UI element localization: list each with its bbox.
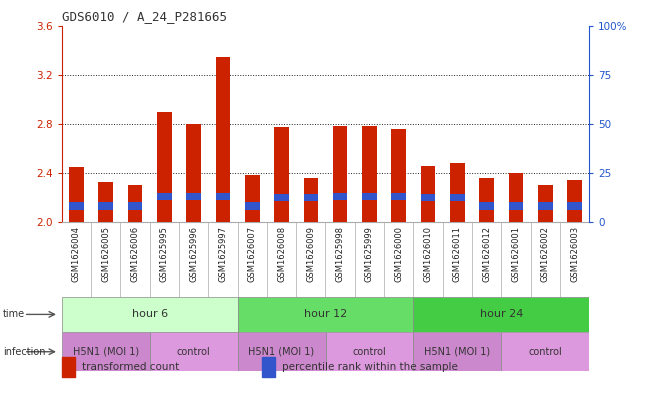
Text: GSM1625996: GSM1625996 — [189, 226, 198, 282]
Bar — [362, 126, 377, 222]
Bar — [421, 165, 436, 222]
Bar — [245, 202, 260, 210]
Bar — [62, 332, 150, 371]
Text: GSM1626001: GSM1626001 — [512, 226, 520, 282]
Bar — [567, 202, 582, 210]
Bar — [567, 180, 582, 222]
Text: GSM1626007: GSM1626007 — [248, 226, 256, 282]
Text: GSM1625995: GSM1625995 — [160, 226, 169, 282]
Text: GSM1626012: GSM1626012 — [482, 226, 491, 282]
Text: GSM1626005: GSM1626005 — [102, 226, 110, 282]
Bar — [450, 194, 465, 201]
Bar — [274, 127, 289, 222]
Text: hour 12: hour 12 — [304, 309, 347, 320]
Text: infection: infection — [3, 347, 46, 357]
Bar — [186, 124, 201, 222]
Bar — [538, 202, 553, 210]
Text: GDS6010 / A_24_P281665: GDS6010 / A_24_P281665 — [62, 10, 227, 23]
Bar — [245, 175, 260, 222]
Bar — [479, 202, 494, 210]
Text: GSM1626003: GSM1626003 — [570, 226, 579, 282]
Text: transformed count: transformed count — [82, 362, 179, 372]
Bar — [157, 112, 172, 222]
Bar — [274, 194, 289, 201]
Text: GSM1625999: GSM1625999 — [365, 226, 374, 282]
Text: percentile rank within the sample: percentile rank within the sample — [283, 362, 458, 372]
Bar — [62, 297, 238, 332]
Bar — [215, 57, 230, 222]
Bar — [262, 357, 275, 377]
Text: GSM1626008: GSM1626008 — [277, 226, 286, 282]
Text: GSM1626009: GSM1626009 — [307, 226, 315, 282]
Text: GSM1626002: GSM1626002 — [541, 226, 549, 282]
Bar — [215, 193, 230, 200]
Bar — [421, 194, 436, 201]
Bar — [157, 193, 172, 200]
Text: hour 24: hour 24 — [480, 309, 523, 320]
Text: GSM1626004: GSM1626004 — [72, 226, 81, 282]
Bar — [62, 357, 75, 377]
Text: GSM1626006: GSM1626006 — [131, 226, 139, 282]
Bar — [303, 178, 318, 222]
Bar — [538, 185, 553, 222]
Bar — [98, 182, 113, 222]
Text: control: control — [353, 347, 386, 357]
Bar — [326, 332, 413, 371]
Bar — [238, 332, 326, 371]
Bar — [501, 332, 589, 371]
Bar — [128, 202, 143, 210]
Bar — [186, 193, 201, 200]
Bar — [333, 126, 348, 222]
Bar — [238, 297, 413, 332]
Bar — [391, 129, 406, 222]
Text: GSM1626010: GSM1626010 — [424, 226, 432, 282]
Text: H5N1 (MOI 1): H5N1 (MOI 1) — [424, 347, 490, 357]
Bar — [479, 178, 494, 222]
Bar — [508, 202, 523, 210]
Bar — [362, 193, 377, 200]
Text: control: control — [177, 347, 210, 357]
Bar — [391, 193, 406, 200]
Text: GSM1626000: GSM1626000 — [395, 226, 403, 282]
Bar — [69, 202, 84, 210]
Bar — [98, 202, 113, 210]
Text: control: control — [529, 347, 562, 357]
Bar — [508, 173, 523, 222]
Bar — [303, 194, 318, 201]
Text: GSM1625998: GSM1625998 — [336, 226, 344, 282]
Text: time: time — [3, 309, 25, 320]
Bar — [150, 332, 238, 371]
Bar — [413, 332, 501, 371]
Bar — [69, 167, 84, 222]
Bar — [450, 163, 465, 222]
Text: GSM1625997: GSM1625997 — [219, 226, 227, 282]
Text: H5N1 (MOI 1): H5N1 (MOI 1) — [249, 347, 314, 357]
Text: GSM1626011: GSM1626011 — [453, 226, 462, 282]
Bar — [128, 185, 143, 222]
Text: H5N1 (MOI 1): H5N1 (MOI 1) — [73, 347, 139, 357]
Bar — [413, 297, 589, 332]
Bar — [333, 193, 348, 200]
Text: hour 6: hour 6 — [132, 309, 168, 320]
